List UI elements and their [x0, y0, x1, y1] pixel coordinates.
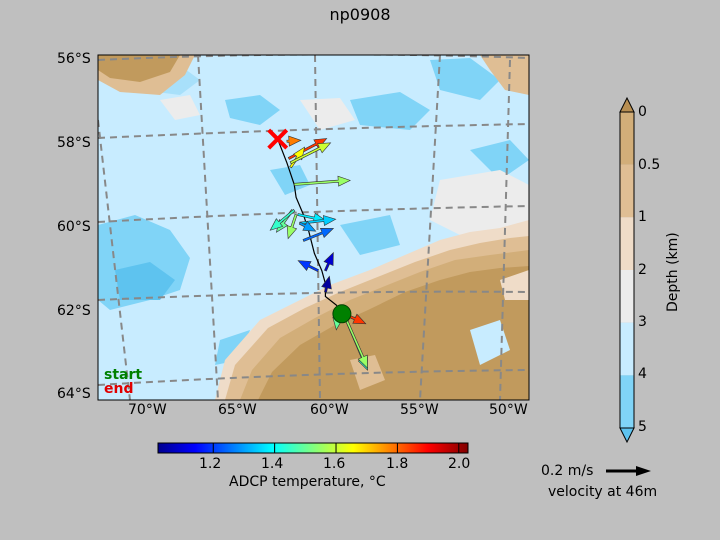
- velocity-vector-13: [297, 260, 320, 273]
- velocity-key-arrow: [606, 466, 651, 476]
- temp-tick-label-3: 1.6: [323, 456, 346, 472]
- depth-colorbar-segment-4: [620, 270, 634, 323]
- ship-track: [277, 138, 343, 315]
- velocity-vector-3: [289, 142, 332, 165]
- bathymetry: [98, 55, 529, 400]
- map-frame: [97, 54, 530, 401]
- lon-tick-65w: 65°W: [218, 402, 257, 418]
- velocity-key-caption: velocity at 46m: [548, 484, 658, 500]
- velocity-vector-7: [269, 208, 296, 231]
- temp-colorbar-label: ADCP temperature, °C: [229, 474, 386, 490]
- depth-tick-label-5: 5: [638, 419, 647, 435]
- lat-tick-64s: 64°S: [57, 386, 91, 402]
- depth-colorbar-segment-6: [620, 375, 634, 428]
- graticule: [98, 55, 529, 400]
- velocity-vector-4: [286, 135, 302, 147]
- depth-colorbar-segment-2: [620, 164, 634, 218]
- lat-tick-58s: 58°S: [57, 135, 91, 151]
- lat-tick-62s: 62°S: [57, 303, 91, 319]
- temperature-colorbar: [157, 442, 469, 454]
- depth-tick-label-05: 0.5: [638, 157, 661, 173]
- depth-colorbar-segment-5: [620, 322, 634, 376]
- velocity-vector-12: [302, 227, 335, 242]
- depth-tick-label-4: 4: [638, 366, 647, 382]
- depth-tick-label-2: 2: [638, 262, 647, 278]
- start-marker: [332, 304, 352, 324]
- temp-tick-label-2: 1.4: [261, 456, 284, 472]
- lat-tick-60s: 60°S: [57, 219, 91, 235]
- depth-colorbar-segment-1: [620, 112, 634, 165]
- velocity-vector-8: [286, 213, 298, 240]
- lon-tick-55w: 55°W: [400, 402, 439, 418]
- temp-tick-label-1: 1.2: [199, 456, 222, 472]
- velocity-key-label: 0.2 m/s: [541, 463, 594, 479]
- depth-tick-label-1: 1: [638, 209, 647, 225]
- lon-tick-50w: 50°W: [489, 402, 528, 418]
- depth-colorbar-label: Depth (km): [665, 232, 681, 312]
- velocity-vector-11: [298, 220, 317, 232]
- depth-colorbar-segment-3: [620, 217, 634, 270]
- legend-start-label: start: [104, 367, 143, 383]
- depth-tick-label-3: 3: [638, 314, 647, 330]
- temp-tick-label-4: 1.8: [386, 456, 409, 472]
- end-marker: [267, 128, 289, 150]
- lon-tick-70w: 70°W: [128, 402, 167, 418]
- legend-end-label: end: [104, 381, 134, 397]
- velocity-vector-5: [293, 175, 351, 187]
- lat-tick-56s: 56°S: [57, 51, 91, 67]
- map-panel: [97, 54, 530, 401]
- lon-tick-60w: 60°W: [310, 402, 349, 418]
- figure-title: np0908: [329, 5, 391, 24]
- depth-tick-label-0: 0: [638, 104, 647, 120]
- velocity-vector-14: [323, 251, 334, 272]
- depth-colorbar: [619, 96, 635, 444]
- velocity-vector-19: [344, 317, 368, 369]
- temp-tick-label-5: 2.0: [448, 456, 471, 472]
- velocity-vector-15: [321, 275, 332, 293]
